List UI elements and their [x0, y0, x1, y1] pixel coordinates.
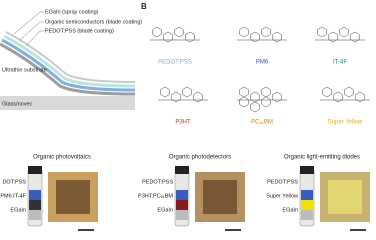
ring [174, 26, 184, 38]
ring [185, 31, 195, 43]
ring [333, 91, 343, 103]
leader-lines [13, 11, 44, 47]
device-title: Organic photodetectors [169, 155, 231, 161]
panel-label: B [141, 2, 147, 11]
ring [322, 86, 332, 98]
ring [152, 26, 162, 38]
vial-cap [175, 166, 189, 174]
molecule-structures: PEDOT:PSS PM6 IT-4F P3HT PC₆₁BM Super Yellow [150, 26, 370, 126]
ring [261, 86, 271, 98]
panel-a: EGaIn (spray coating) Organic semiconduc… [0, 9, 142, 110]
molecule-name: P3HT [175, 120, 191, 126]
device-title: Organic light-emitting diodes [284, 155, 360, 161]
molecule: PEDOT:PSS [150, 26, 200, 66]
liquid-layer [176, 200, 188, 210]
molecule-name: PEDOT:PSS [158, 60, 192, 66]
ring [250, 101, 260, 113]
ring [272, 31, 282, 43]
liquid-layer [29, 210, 41, 220]
ring [239, 96, 249, 108]
molecule-name: IT-4F [333, 60, 347, 66]
ring [250, 31, 260, 43]
liquid-layer [176, 190, 188, 200]
liquid-layer [176, 210, 188, 220]
layer-label: EGaIn [157, 207, 173, 213]
molecule: PC₆₁BM [237, 86, 287, 126]
layer-label: DOT:PSS [2, 179, 26, 185]
molecule: IT-4F [315, 26, 365, 66]
ring [272, 91, 282, 103]
layer-label: Organic semiconductors (blade coating) [45, 19, 142, 25]
panel-b: B PEDOT:PSS PM6 IT-4F P3HT PC₆₁BM Super Yello… [141, 2, 370, 126]
device-title: Organic photovoltaics [33, 155, 91, 161]
glass-slab [0, 96, 135, 110]
layer-label: EGaIn (spray coating) [45, 9, 99, 15]
ring [239, 86, 249, 98]
panel-c: Organic photovoltaics DOT:PSS PM6:IT-4F EGa… [0, 155, 370, 231]
film-device [328, 180, 362, 214]
liquid-layer [29, 200, 41, 210]
molecule: P3HT [158, 86, 208, 126]
layer-label: PM6:IT-4F [0, 193, 26, 199]
layer-label: PEDOT:PSS (blade coating) [45, 28, 114, 34]
layer-label: Ultrathin substrate [2, 67, 47, 73]
molecule-name: PC₆₁BM [251, 120, 273, 126]
layer-label: PEDOT:PSS [267, 179, 298, 185]
film-device [56, 180, 90, 214]
layer-label: Super Yellow [266, 193, 298, 199]
layer-label: EGaIn [282, 207, 298, 213]
ring [339, 26, 349, 38]
layer-label: EGaIn [10, 207, 26, 213]
vial-cap [28, 166, 42, 174]
ring [193, 91, 203, 103]
liquid-layer [301, 200, 313, 210]
film-device [203, 180, 237, 214]
ring [160, 86, 170, 98]
ring [350, 31, 360, 43]
liquid-layer [301, 210, 313, 220]
ring [355, 91, 365, 103]
vial-cap [300, 166, 314, 174]
organic-layer [3, 34, 136, 88]
molecule: Super Yellow [320, 86, 370, 126]
layer-label: Glass/novec [2, 101, 33, 107]
substrate-layer [0, 42, 136, 96]
pedot-layer [1, 38, 136, 92]
molecule-name: PM6 [256, 60, 269, 66]
ring [261, 26, 271, 38]
ring [163, 31, 173, 43]
layer-label: P3HT:PC₆₁BM [138, 193, 173, 199]
ring [239, 26, 249, 38]
ring [250, 91, 260, 103]
egain-layer [5, 31, 136, 83]
ring [328, 31, 338, 43]
layer-label: PEDOT:PSS [142, 179, 173, 185]
liquid-layer [29, 190, 41, 200]
ring [317, 26, 327, 38]
ring [182, 86, 192, 98]
ring [171, 91, 181, 103]
liquid-layer [301, 190, 313, 200]
ring [344, 86, 354, 98]
ring [261, 96, 271, 108]
molecule-name: Super Yellow [328, 120, 363, 126]
molecule: PM6 [237, 26, 287, 66]
